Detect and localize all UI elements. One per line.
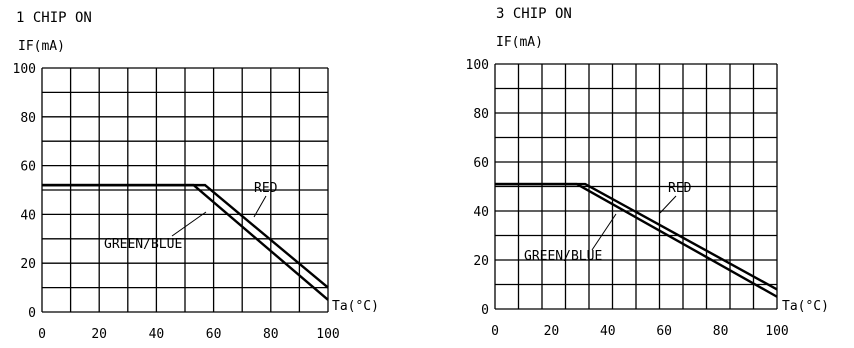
- chart-2-leader-red: [659, 195, 677, 214]
- chart-2-grid: [494, 63, 778, 310]
- chart-1-xlabel: Ta(°C): [332, 299, 379, 314]
- chart-1-leader-red: [253, 195, 267, 218]
- y-tick-label: 40: [20, 208, 36, 223]
- y-tick-label: 60: [20, 160, 36, 175]
- y-tick-label: 40: [473, 205, 489, 220]
- x-tick-label: 80: [713, 324, 729, 339]
- y-tick-label: 100: [13, 62, 36, 77]
- x-tick-label: 60: [656, 324, 672, 339]
- y-tick-label: 20: [20, 257, 36, 272]
- series-line-green-blue: [495, 182, 778, 298]
- x-tick-label: 100: [765, 324, 788, 339]
- series-line-green-blue: [42, 183, 329, 301]
- chart-2: 3 CHIP ON IF(mA) Ta(°C) 0 20 40 60 80 100 0 20 4…: [466, 6, 829, 339]
- x-tick-label: 100: [316, 327, 339, 342]
- chart-2-leader-green-blue: [591, 213, 617, 251]
- chart-1-legend-red: RED: [254, 181, 278, 196]
- chart-1-tick-labels: 0 20 40 60 80 100 0 20 40 60 80 100: [13, 62, 340, 342]
- y-tick-label: 20: [473, 254, 489, 269]
- y-tick-label: 80: [20, 111, 36, 126]
- chart-2-ylabel: IF(mA): [496, 35, 543, 50]
- x-tick-label: 40: [600, 324, 616, 339]
- chart-2-legend-red: RED: [668, 181, 692, 196]
- chart-2-legend-green-blue: GREEN/BLUE: [524, 249, 602, 264]
- x-tick-label: 20: [544, 324, 560, 339]
- chart-1: 1 CHIP ON IF(mA) Ta(°C) 0 20 40 60 80 100 0 20 4…: [13, 10, 379, 342]
- chart-2-xlabel: Ta(°C): [782, 299, 829, 314]
- y-tick-label: 80: [473, 107, 489, 122]
- x-tick-label: 0: [38, 327, 46, 342]
- chart-1-series: [42, 183, 329, 301]
- chart-2-series: [495, 182, 778, 298]
- chart-1-ylabel: IF(mA): [18, 39, 65, 54]
- x-tick-label: 40: [149, 327, 165, 342]
- y-tick-label: 60: [473, 156, 489, 171]
- chart-1-legend-green-blue: GREEN/BLUE: [104, 237, 182, 252]
- x-tick-label: 0: [491, 324, 499, 339]
- chart-1-title: 1 CHIP ON: [16, 10, 92, 26]
- y-tick-label: 0: [28, 306, 36, 321]
- x-tick-label: 80: [263, 327, 279, 342]
- y-tick-label: 100: [466, 58, 489, 73]
- y-tick-label: 0: [481, 303, 489, 318]
- chart-2-title: 3 CHIP ON: [496, 6, 572, 22]
- x-tick-label: 60: [206, 327, 222, 342]
- chart-1-grid: [41, 67, 329, 313]
- chart-1-leader-green-blue: [171, 211, 207, 237]
- chart-2-tick-labels: 0 20 40 60 80 100 0 20 40 60 80 100: [466, 58, 789, 339]
- x-tick-label: 20: [91, 327, 107, 342]
